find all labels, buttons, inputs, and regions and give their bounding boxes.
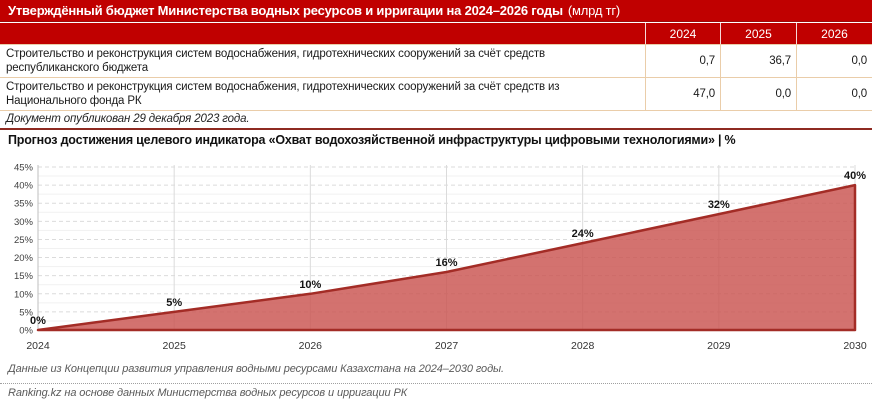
svg-text:2028: 2028 xyxy=(571,340,595,352)
table-publication-note: Документ опубликован 29 декабря 2023 год… xyxy=(0,110,872,128)
svg-text:0%: 0% xyxy=(30,315,46,327)
ranking-credit-note: Ranking.kz на основе данных Министерства… xyxy=(8,387,408,399)
report-title: Утверждённый бюджет Министерства водных … xyxy=(8,3,563,18)
svg-text:2025: 2025 xyxy=(162,340,186,352)
svg-text:5%: 5% xyxy=(19,307,33,318)
table-header-row: 2024 2025 2026 xyxy=(0,23,872,44)
report-title-bar: Утверждённый бюджет Министерства водных … xyxy=(0,0,872,22)
table-row: Строительство и реконструкция систем вод… xyxy=(0,77,872,110)
row-label-national-fund: Строительство и реконструкция систем вод… xyxy=(0,77,645,110)
table-header-year-2025: 2025 xyxy=(720,23,796,44)
svg-text:30%: 30% xyxy=(14,217,34,228)
svg-text:35%: 35% xyxy=(14,199,34,210)
table-row: Строительство и реконструкция систем вод… xyxy=(0,44,872,77)
svg-text:2029: 2029 xyxy=(707,340,731,352)
row-label-republican-budget: Строительство и реконструкция систем вод… xyxy=(0,44,645,77)
svg-text:40%: 40% xyxy=(14,181,34,192)
svg-text:2027: 2027 xyxy=(435,340,459,352)
row2-value-2024: 47,0 xyxy=(645,77,720,110)
svg-text:5%: 5% xyxy=(166,297,182,309)
svg-text:45%: 45% xyxy=(14,163,34,174)
forecast-area-chart: 0%5%10%15%20%25%30%35%40%45%2024 2025 2026… xyxy=(14,163,867,353)
svg-text:32%: 32% xyxy=(708,199,730,211)
table-header-year-2026: 2026 xyxy=(796,23,872,44)
svg-text:20%: 20% xyxy=(14,253,34,264)
data-source-note: Данные из Концепции развития управления … xyxy=(8,363,505,375)
svg-text:0%: 0% xyxy=(19,326,33,337)
row1-value-2024: 0,7 xyxy=(645,44,720,77)
table-header-year-2024: 2024 xyxy=(645,23,720,44)
row2-value-2026: 0,0 xyxy=(796,77,872,110)
svg-text:40%: 40% xyxy=(844,170,866,182)
svg-text:2024: 2024 xyxy=(26,340,50,352)
svg-text:2026: 2026 xyxy=(299,340,323,352)
footer-divider xyxy=(0,383,872,384)
svg-text:25%: 25% xyxy=(14,235,34,246)
svg-text:24%: 24% xyxy=(572,228,594,240)
row2-value-2025: 0,0 xyxy=(720,77,796,110)
svg-text:15%: 15% xyxy=(14,271,34,282)
row1-value-2026: 0,0 xyxy=(796,44,872,77)
table-header-spacer xyxy=(0,23,645,44)
report-title-unit: (млрд тг) xyxy=(567,3,621,18)
svg-text:16%: 16% xyxy=(435,257,457,269)
svg-text:10%: 10% xyxy=(299,279,321,291)
svg-text:2030: 2030 xyxy=(843,340,867,352)
chart-title: Прогноз достижения целевого индикатора «… xyxy=(8,133,736,147)
forecast-chart-container: 0% 5% 10% 15% 20% 25% 30% 35% 40% 45% 2024 2025 2026… xyxy=(0,156,872,358)
row1-value-2025: 36,7 xyxy=(720,44,796,77)
budget-table: 2024 2025 2026 Строительство и реконстру… xyxy=(0,23,872,130)
svg-text:10%: 10% xyxy=(14,289,34,300)
